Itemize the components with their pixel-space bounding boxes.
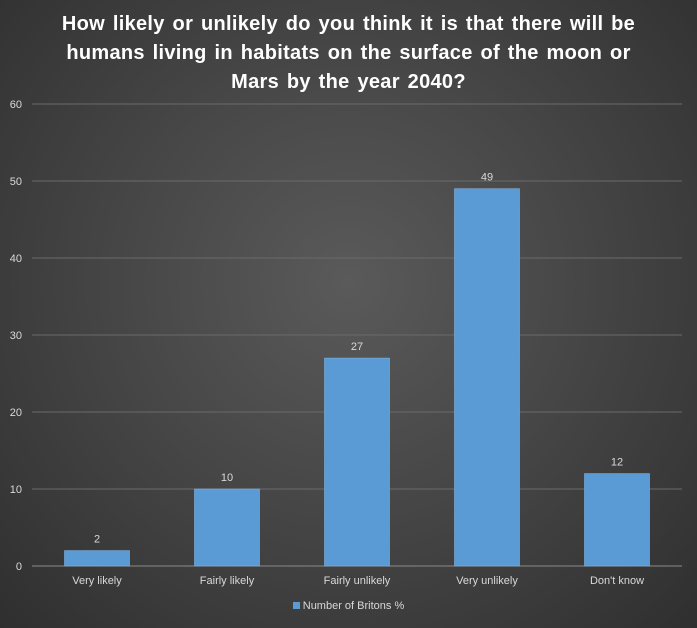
chart-title: How likely or unlikely do you think it i… xyxy=(61,13,636,93)
legend: Number of Britons % xyxy=(0,600,697,612)
y-tick-label: 10 xyxy=(10,484,22,496)
data-label: 12 xyxy=(611,457,623,469)
x-tick-label: Fairly likely xyxy=(200,575,255,587)
bar xyxy=(584,473,650,567)
bar xyxy=(454,188,520,567)
legend-label: Number of Britons % xyxy=(302,600,405,612)
legend-swatch xyxy=(292,602,300,609)
x-tick-label: Very unlikely xyxy=(456,575,518,587)
y-tick-label: 30 xyxy=(10,330,22,342)
y-tick-label: 0 xyxy=(16,561,22,573)
y-tick-label: 20 xyxy=(10,407,22,419)
bar xyxy=(324,357,390,567)
bar xyxy=(194,488,260,567)
data-label: 27 xyxy=(351,341,363,353)
bar xyxy=(64,550,130,567)
data-label: 49 xyxy=(481,172,493,184)
x-tick-label: Fairly unlikely xyxy=(324,575,391,587)
y-tick-label: 40 xyxy=(10,253,22,265)
data-label: 2 xyxy=(94,534,100,546)
x-tick-label: Very likely xyxy=(72,575,122,587)
y-tick-label: 60 xyxy=(10,99,22,111)
y-tick-label: 50 xyxy=(10,176,22,188)
x-tick-label: Don't know xyxy=(590,575,644,587)
data-label: 10 xyxy=(221,472,233,484)
